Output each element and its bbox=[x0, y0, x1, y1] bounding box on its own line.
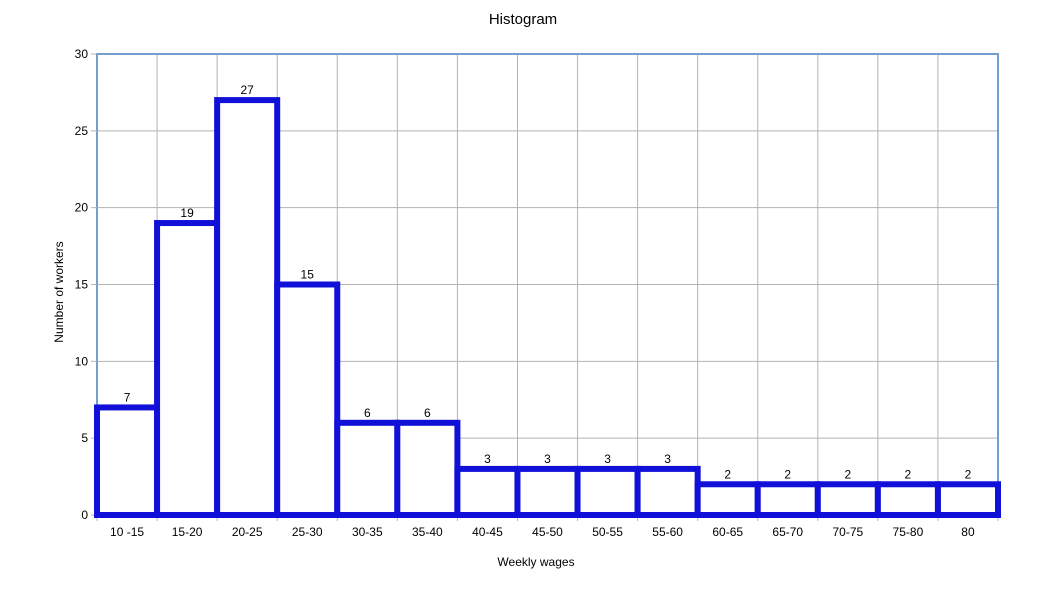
x-tick-label-layer: 10 -15 15-20 20-25 25-30 30-35 35-40 40-45 45-5… bbox=[110, 525, 975, 539]
x-tick-label: 70-75 bbox=[832, 525, 863, 539]
data-label: 15 bbox=[301, 268, 315, 282]
data-label: 6 bbox=[364, 406, 371, 420]
histogram-bar bbox=[274, 281, 341, 518]
x-tick-label: 75-80 bbox=[893, 525, 924, 539]
y-tick-label: 30 bbox=[75, 47, 89, 61]
x-tick-label: 10 -15 bbox=[110, 525, 144, 539]
histogram-bar bbox=[754, 481, 821, 518]
histogram-bar bbox=[514, 465, 581, 518]
y-tick-label: 25 bbox=[75, 124, 89, 138]
histogram-bar bbox=[454, 465, 521, 518]
axis-layer bbox=[91, 53, 999, 521]
x-tick-label: 60-65 bbox=[712, 525, 743, 539]
x-tick-label: 55-60 bbox=[652, 525, 683, 539]
histogram-bar bbox=[814, 481, 881, 518]
data-label: 19 bbox=[180, 206, 194, 220]
histogram-bar bbox=[94, 404, 161, 518]
data-label: 7 bbox=[124, 390, 131, 404]
histogram-bar bbox=[214, 97, 281, 518]
bar-layer bbox=[94, 97, 1002, 519]
y-tick-label: 15 bbox=[75, 278, 89, 292]
y-axis-title: Number of workers bbox=[52, 241, 66, 342]
x-axis-title: Weekly wages bbox=[497, 555, 574, 569]
data-label: 3 bbox=[484, 452, 491, 466]
data-label: 2 bbox=[905, 467, 912, 481]
data-label: 2 bbox=[784, 467, 791, 481]
x-tick-label: 35-40 bbox=[412, 525, 443, 539]
x-tick-label: 40-45 bbox=[472, 525, 503, 539]
x-tick-label: 50-55 bbox=[592, 525, 623, 539]
y-tick-label-layer: 0 5 10 15 20 25 30 bbox=[75, 47, 89, 522]
histogram-bar bbox=[694, 481, 761, 518]
histogram-bar bbox=[874, 481, 941, 518]
y-tick-label: 10 bbox=[75, 354, 89, 368]
x-tick-label: 20-25 bbox=[232, 525, 263, 539]
chart-title: Histogram bbox=[489, 11, 557, 28]
data-label: 2 bbox=[724, 467, 731, 481]
x-tick-label: 45-50 bbox=[532, 525, 563, 539]
x-tick-label: 25-30 bbox=[292, 525, 323, 539]
x-tick-label: 30-35 bbox=[352, 525, 383, 539]
data-label-layer: 7 19 27 15 6 6 3 3 3 3 2 2 2 2 2 bbox=[124, 83, 972, 481]
x-tick-label: 15-20 bbox=[172, 525, 203, 539]
data-label: 3 bbox=[664, 452, 671, 466]
y-tick-label: 5 bbox=[81, 431, 88, 445]
data-label: 6 bbox=[424, 406, 431, 420]
histogram-bar bbox=[934, 481, 1002, 518]
data-label: 3 bbox=[604, 452, 611, 466]
x-tick-label: 80 bbox=[961, 525, 975, 539]
histogram-bar bbox=[334, 419, 401, 518]
histogram-bar bbox=[154, 220, 221, 519]
data-label: 27 bbox=[240, 83, 254, 97]
histogram-bar bbox=[574, 465, 641, 518]
data-label: 2 bbox=[844, 467, 851, 481]
x-tick-label: 65-70 bbox=[772, 525, 803, 539]
y-tick-label: 20 bbox=[75, 201, 89, 215]
histogram-bar bbox=[634, 465, 701, 518]
data-label: 3 bbox=[544, 452, 551, 466]
data-label: 2 bbox=[965, 467, 972, 481]
histogram-bar bbox=[394, 419, 461, 518]
y-tick-label: 0 bbox=[81, 508, 88, 522]
